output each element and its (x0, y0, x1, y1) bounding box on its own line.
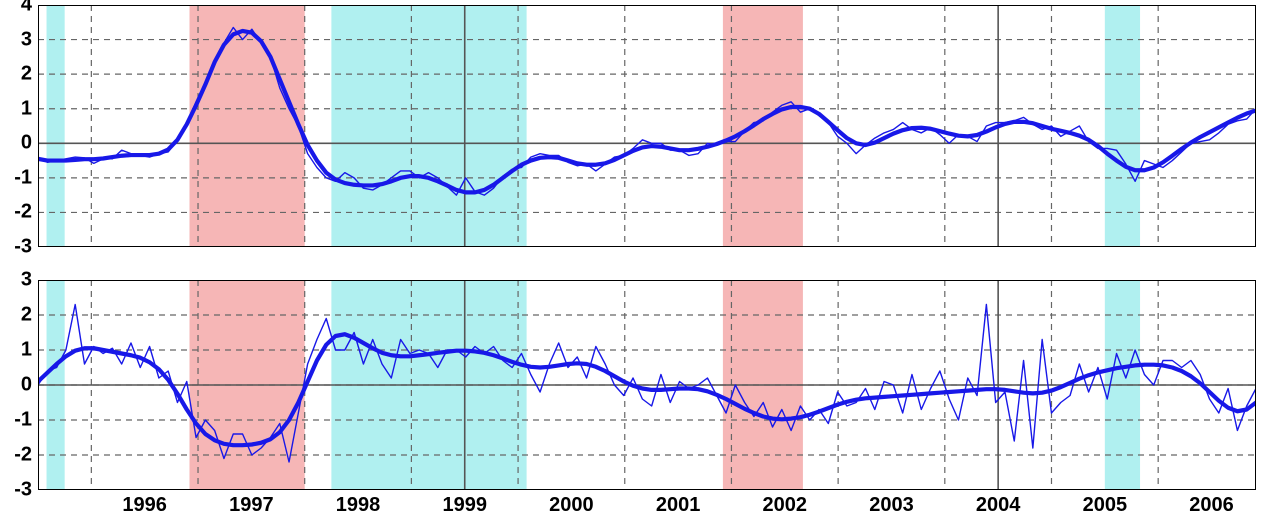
y-tick-label: -2 (14, 201, 38, 224)
y-tick-label: -1 (14, 409, 38, 432)
y-tick-label: 3 (21, 28, 38, 51)
y-tick-label: 2 (21, 304, 38, 327)
x-tick-label: 2002 (763, 490, 808, 517)
y-tick-label: -2 (14, 444, 38, 467)
shaded-band-cyan (331, 5, 526, 247)
bottom-chart-panel: -3-2-10123199619971998199920002001200220… (38, 280, 1256, 490)
y-tick-label: 1 (21, 339, 38, 362)
chart-svg (38, 280, 1256, 490)
top-chart-panel: -3-2-101234 (38, 5, 1256, 247)
shaded-band-cyan (47, 5, 65, 247)
x-tick-label: 1997 (229, 490, 274, 517)
x-tick-label: 2004 (976, 490, 1021, 517)
x-tick-label: 2000 (549, 490, 594, 517)
x-tick-label: 1996 (122, 490, 167, 517)
x-tick-label: 2005 (1083, 490, 1128, 517)
y-tick-label: 2 (21, 63, 38, 86)
timeseries-figure: -3-2-101234 -3-2-10123199619971998199920… (0, 0, 1261, 500)
y-tick-label: 4 (21, 0, 38, 17)
shaded-band-pink (723, 5, 803, 247)
chart-svg (38, 5, 1256, 247)
y-tick-label: 0 (21, 132, 38, 155)
x-tick-label: 2003 (869, 490, 914, 517)
y-tick-label: 0 (21, 374, 38, 397)
x-tick-label: 2006 (1189, 490, 1234, 517)
x-tick-label: 2001 (656, 490, 701, 517)
y-tick-label: -3 (14, 479, 38, 502)
shaded-band-cyan (1105, 5, 1140, 247)
y-tick-label: -1 (14, 166, 38, 189)
x-tick-label: 1999 (442, 490, 487, 517)
y-tick-label: -3 (14, 236, 38, 259)
y-tick-label: 3 (21, 269, 38, 292)
y-tick-label: 1 (21, 97, 38, 120)
shaded-band-pink (189, 5, 304, 247)
x-tick-label: 1998 (336, 490, 381, 517)
